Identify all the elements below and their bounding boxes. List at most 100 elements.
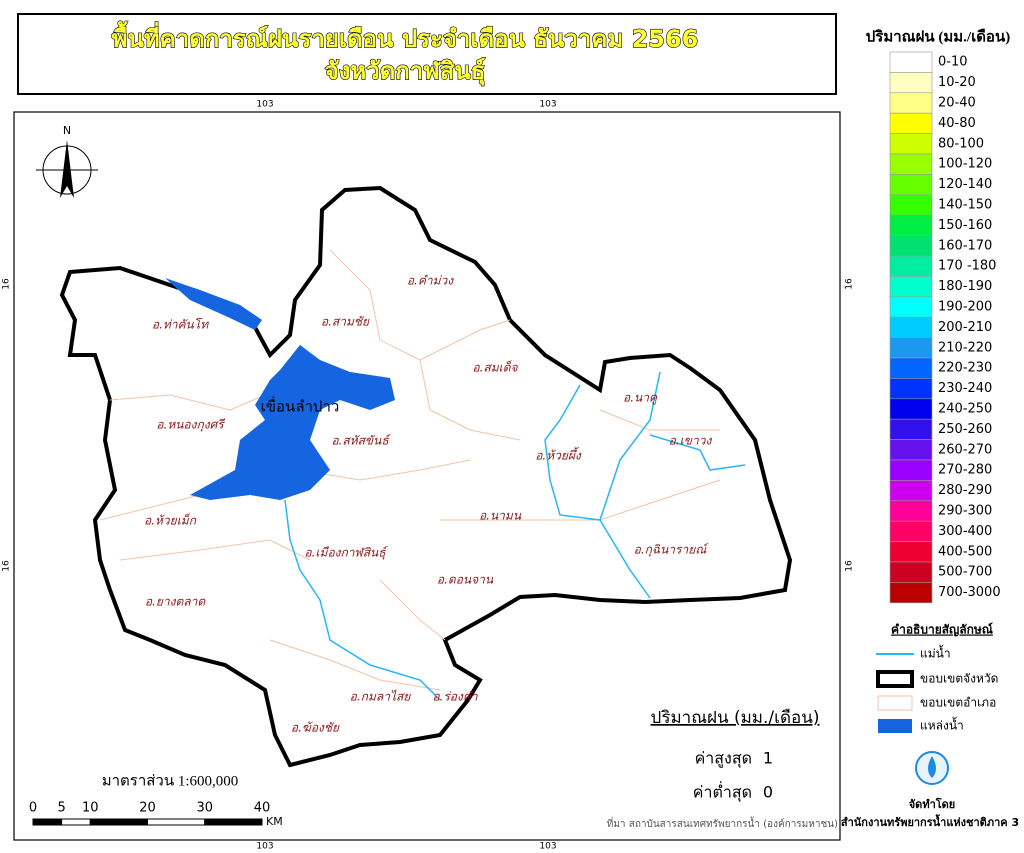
legend-swatch [889, 235, 933, 257]
legend-label: 220-230 [938, 361, 992, 376]
scale-ratio: มาตราส่วน 1:600,000 [102, 773, 239, 789]
legend-label: 200-210 [938, 320, 992, 335]
min-value: 0 [763, 783, 773, 802]
scale-segment [32, 818, 63, 826]
symbol-water [878, 719, 912, 733]
district-label: อ.ท่าคันโท [152, 318, 209, 332]
coord-top: 103 [539, 100, 556, 110]
district-label: อ.กุฉินารายณ์ [634, 543, 710, 558]
title-line-2: จังหวัดกาฬสินธุ์ [325, 57, 486, 87]
legend-swatch [889, 316, 933, 338]
district-label: อ.กมลาไสย [350, 690, 412, 704]
legend-swatch [889, 459, 933, 481]
source: ที่มา สถาบันสารสนเทศทรัพยากรน้ำ (องค์การ… [607, 816, 838, 830]
legend-label: 100-120 [938, 157, 992, 172]
legend-swatch [889, 153, 933, 175]
legend-label: 290-300 [938, 504, 992, 519]
district-label: อ.เขาวง [669, 434, 713, 448]
scale-segment [61, 818, 91, 826]
credit-logo [915, 751, 949, 785]
coord-left: 16 [2, 278, 12, 290]
scale-segment [147, 818, 206, 826]
max-value: 1 [763, 749, 773, 768]
legend-label: 20-40 [938, 96, 976, 111]
district-label: อ.ฆ้องชัย [291, 721, 340, 735]
legend-label: 150-160 [938, 218, 992, 233]
scale-segment [204, 818, 263, 826]
symbol-province [876, 670, 914, 688]
legend-swatch [889, 439, 933, 461]
coord-right: 16 [845, 560, 855, 572]
district-label: อ.ร่องคำ [432, 690, 479, 704]
symbol-label: ขอบเขตจังหวัด [920, 672, 998, 686]
legend-swatch [889, 72, 933, 94]
legend-title: ปริมาณฝน (มม./เดือน) [866, 27, 1010, 45]
legend-label: 160-170 [938, 238, 992, 253]
stats-title: ปริมาณฝน (มม./เดือน) [651, 708, 820, 728]
district-label: อ.ห้วยผึ้ง [535, 447, 582, 463]
legend-swatch [889, 541, 933, 563]
north-label: N [63, 124, 71, 137]
legend-label: 700-3000 [938, 585, 1001, 600]
max-label: ค่าสูงสุด [695, 749, 752, 769]
scale-tick-label: 10 [82, 801, 99, 816]
legend-swatch [889, 296, 933, 318]
legend-swatch [889, 337, 933, 359]
legend-label: 250-260 [938, 422, 992, 437]
legend-label: 500-700 [938, 565, 992, 580]
legend-label: 180-190 [938, 279, 992, 294]
symbol-label: แม่น้ำ [920, 645, 951, 661]
district-label: อ.หนองกุงศรี [156, 418, 225, 433]
legend-swatch [889, 255, 933, 277]
scale-tick-label: 20 [139, 801, 156, 816]
scale-segment [89, 818, 148, 826]
symbol-label: แหล่งน้ำ [920, 717, 964, 733]
legend-swatch [889, 214, 933, 236]
province-boundary [59, 185, 793, 768]
legend-swatch [889, 276, 933, 298]
district-label: อ.ดอนจาน [437, 573, 494, 587]
legend-swatch [889, 500, 933, 522]
legend-swatch [889, 194, 933, 216]
district-boundaries [99, 249, 721, 691]
north-arrow: N [36, 124, 98, 198]
legend-label: 300-400 [938, 524, 992, 539]
reservoir-label: เขื่อนลำปาว [261, 396, 340, 416]
district-label: อ.สามชัย [321, 315, 370, 329]
credit-label: จัดทำโดย [909, 797, 956, 811]
coord-left: 16 [2, 560, 12, 572]
title-line-1: พื้นที่คาดการณ์ฝนรายเดือน ประจำเดือน ธัน… [112, 20, 699, 53]
legend-swatch [889, 51, 933, 73]
legend-swatch [889, 378, 933, 400]
coord-right: 16 [845, 278, 855, 290]
reservoir [165, 278, 395, 500]
credit-org: สำนักงานทรัพยากรน้ำแห่งชาติภาค 3 [841, 814, 1019, 829]
scale-tick-label: 30 [196, 801, 213, 816]
legend-swatch [889, 398, 933, 420]
legend-label: 10-20 [938, 75, 976, 90]
coord-bottom: 103 [256, 842, 273, 852]
district-label: อ.นามน [479, 509, 522, 523]
scale-tick-label: 40 [254, 801, 271, 816]
legend-label: 240-250 [938, 402, 992, 417]
legend-swatch [889, 133, 933, 155]
district-label: อ.ยางตลาด [145, 595, 207, 609]
legend-swatch [889, 582, 933, 604]
scale-tick-label: 5 [57, 801, 65, 816]
district-label: อ.เมืองกาฬสินธุ์ [304, 546, 388, 561]
legend-swatch [889, 112, 933, 134]
legend-label: 190-200 [938, 300, 992, 315]
symbol-label: ขอบเขตอำเภอ [920, 696, 996, 710]
scale-tick-label: 0 [29, 801, 37, 816]
symbols-title: คำอธิบายสัญลักษณ์ [891, 623, 993, 637]
legend-swatch [889, 174, 933, 196]
legend-swatch [889, 92, 933, 114]
scale-unit: KM [266, 815, 283, 828]
legend-label: 120-140 [938, 177, 992, 192]
legend-label: 80-100 [938, 136, 984, 151]
legend-label: 0-10 [938, 55, 968, 70]
legend-label: 270-280 [938, 463, 992, 478]
legend-label: 230-240 [938, 381, 992, 396]
legend-label: 40-80 [938, 116, 976, 131]
district-label: อ.สหัสขันธ์ [331, 434, 391, 448]
